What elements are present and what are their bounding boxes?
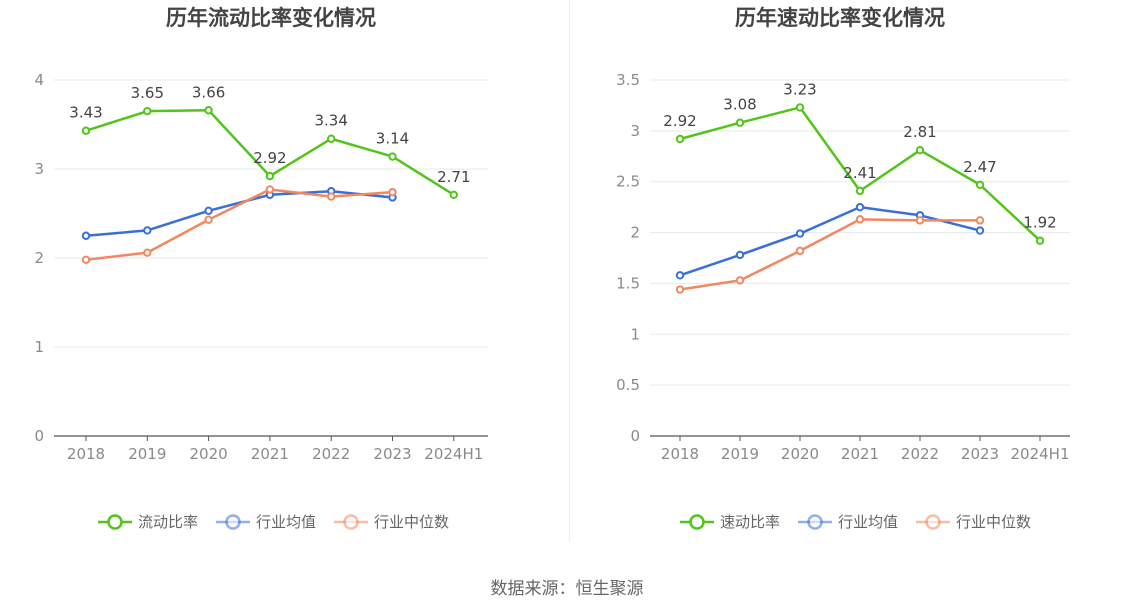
current-data-point[interactable] (204, 106, 213, 115)
current-x-tick-label: 2022 (312, 445, 350, 463)
quick-data-point[interactable] (975, 216, 985, 225)
current-data-point[interactable] (449, 190, 458, 200)
quick-y-tick-label: 1 (630, 325, 640, 343)
current-y-tick-label: 2 (34, 249, 44, 267)
current-data-label: 3.43 (69, 104, 102, 122)
current-ratio-svg: 历年流动比率变化情况 0 1 2 3 4 2018 2019 2020 2021 2022 2023 2… (34, 6, 488, 531)
current-data-point[interactable] (143, 226, 152, 235)
quick-legend-label: 行业均值 (838, 513, 898, 531)
quick-data-point[interactable] (795, 229, 805, 238)
current-y-tick-label: 1 (34, 338, 44, 356)
current-data-point[interactable] (81, 231, 91, 240)
quick-y-tick-label: 2 (630, 224, 640, 242)
quick-x-tick-label: 2022 (901, 445, 939, 463)
quick-data-point[interactable] (915, 145, 925, 155)
quick-x-tick-label: 2019 (721, 445, 759, 463)
quick-data-point[interactable] (975, 180, 985, 189)
current-x-tick-label: 2020 (190, 445, 228, 463)
current-data-point[interactable] (81, 126, 91, 135)
current-legend-label: 行业均值 (256, 513, 316, 531)
quick-data-point[interactable] (855, 215, 865, 224)
current-y-tick-label: 3 (34, 160, 44, 178)
quick-data-point[interactable] (795, 103, 805, 112)
quick-x-tick-label: 2018 (661, 445, 699, 463)
quick-data-point[interactable] (735, 250, 745, 260)
current-x-tick-label: 2018 (67, 445, 105, 463)
quick-data-point[interactable] (1035, 236, 1045, 245)
current-chart-title: 历年流动比率变化情况 (166, 6, 376, 30)
quick-series-line-1 (679, 205, 981, 277)
quick-y-tick-label: 0 (630, 427, 640, 445)
quick-data-point[interactable] (675, 285, 685, 294)
current-data-point[interactable] (81, 255, 91, 264)
current-data-point[interactable] (143, 106, 152, 116)
current-data-point[interactable] (265, 171, 275, 181)
quick-data-point[interactable] (975, 226, 985, 235)
current-data-label: 3.14 (376, 130, 409, 148)
quick-y-tick-label: 1.5 (616, 274, 640, 292)
chart-divider (569, 0, 570, 542)
quick-data-point[interactable] (735, 276, 745, 285)
current-data-point[interactable] (265, 185, 275, 194)
current-legend-item-0[interactable]: 流动比率 (98, 513, 198, 531)
quick-data-point[interactable] (855, 202, 865, 212)
current-data-label: 2.71 (437, 168, 470, 186)
current-legend-item-2[interactable]: 行业中位数 (334, 513, 449, 531)
quick-legend-item-1[interactable]: 行业均值 (798, 513, 898, 531)
current-x-tick-label: 2023 (373, 445, 411, 463)
current-x-tick-label: 2021 (251, 445, 289, 463)
quick-ratio-chart: 历年速动比率变化情况 0 0.5 1 1.5 2 2.5 3 3.5 2018 2019 2020 20… (567, 0, 1134, 560)
quick-x-tick-label: 2021 (841, 445, 879, 463)
quick-legend-item-0[interactable]: 速动比率 (680, 513, 780, 531)
quick-x-tick-label: 2023 (961, 445, 999, 463)
current-data-point[interactable] (327, 134, 336, 143)
quick-y-tick-label: 3.5 (616, 71, 640, 89)
quick-data-label: 2.92 (663, 112, 696, 130)
quick-series-line-2 (679, 218, 980, 291)
quick-data-point[interactable] (795, 246, 805, 256)
current-series-line-1 (85, 190, 393, 237)
quick-legend-label: 速动比率 (720, 513, 780, 531)
quick-x-tick-label: 2024H1 (1011, 445, 1070, 463)
current-x-tick-label: 2019 (128, 445, 166, 463)
quick-legend-item-2[interactable]: 行业中位数 (916, 513, 1031, 531)
current-data-label: 3.65 (131, 84, 164, 102)
current-legend-label: 流动比率 (138, 513, 198, 531)
data-source-note: 数据来源：恒生聚源 (490, 579, 644, 599)
quick-chart-title: 历年速动比率变化情况 (735, 6, 945, 30)
quick-y-tick-label: 2.5 (616, 173, 640, 191)
current-x-tick-label: 2024H1 (424, 445, 483, 463)
current-legend-item-1[interactable]: 行业均值 (216, 513, 316, 531)
quick-data-label: 3.23 (783, 80, 816, 98)
current-y-tick-label: 4 (34, 71, 44, 89)
quick-data-point[interactable] (735, 118, 745, 127)
quick-data-label: 1.92 (1023, 214, 1056, 232)
quick-data-point[interactable] (675, 134, 685, 144)
current-ratio-chart: 历年流动比率变化情况 0 1 2 3 4 2018 2019 2020 2021 2022 2023 2… (0, 0, 567, 560)
current-data-label: 3.66 (192, 83, 225, 101)
current-data-point[interactable] (388, 187, 397, 197)
quick-y-tick-label: 0.5 (616, 376, 640, 394)
quick-data-label: 2.47 (963, 158, 996, 176)
current-series-line-2 (85, 188, 393, 262)
current-data-point[interactable] (388, 152, 397, 161)
quick-data-point[interactable] (915, 216, 925, 225)
current-data-label: 3.34 (314, 112, 347, 130)
current-y-tick-label: 0 (34, 427, 44, 445)
current-data-point[interactable] (204, 206, 213, 216)
quick-data-point[interactable] (855, 186, 865, 196)
current-data-point[interactable] (327, 192, 336, 201)
current-legend-label: 行业中位数 (374, 513, 449, 531)
quick-data-label: 2.41 (843, 164, 876, 182)
current-data-point[interactable] (204, 215, 213, 224)
quick-data-point[interactable] (675, 271, 685, 280)
quick-ratio-svg: 历年速动比率变化情况 0 0.5 1 1.5 2 2.5 3 3.5 2018 2019 2020 20… (616, 6, 1070, 531)
current-data-point[interactable] (143, 248, 152, 257)
quick-data-label: 3.08 (723, 96, 756, 114)
current-data-label: 2.92 (253, 149, 286, 167)
quick-data-label: 2.81 (903, 123, 936, 141)
quick-y-tick-label: 3 (630, 122, 640, 140)
quick-x-tick-label: 2020 (781, 445, 819, 463)
quick-legend-label: 行业中位数 (956, 513, 1031, 531)
